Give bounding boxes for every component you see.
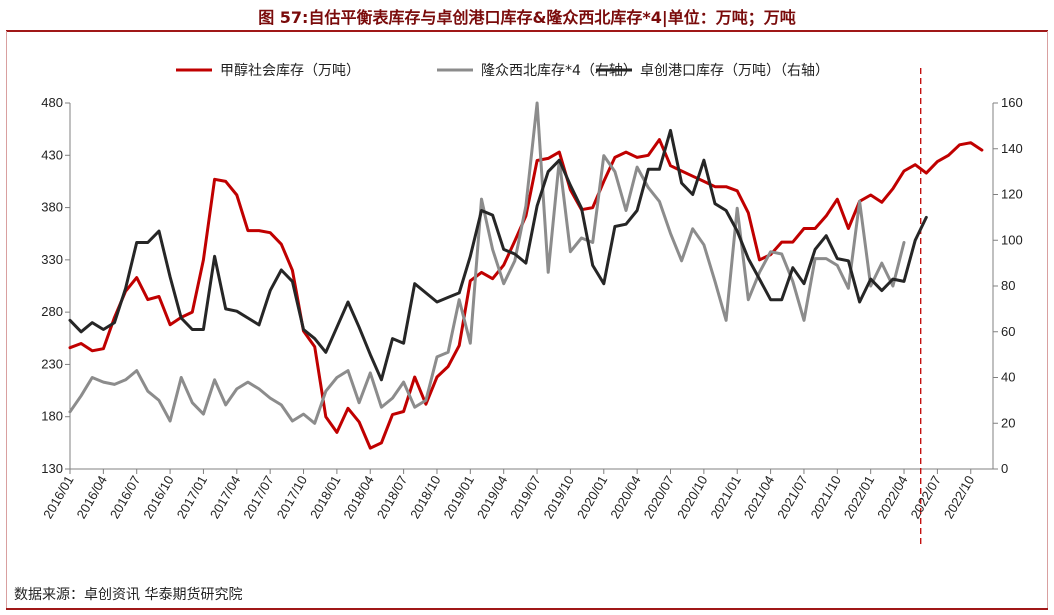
axes: 130 180 230 280 330 380 430 480 0 20 40 60 80 100 120 1… xyxy=(41,68,1023,548)
left-tick-label: 230 xyxy=(41,356,63,371)
x-tick-label: 2019/07 xyxy=(507,473,543,521)
frame-right xyxy=(1047,31,1048,609)
x-tick-labels: 2016/012016/042016/072016/102017/012017/… xyxy=(40,473,977,521)
x-tick-label: 2022/07 xyxy=(908,473,944,521)
right-tick-label: 40 xyxy=(1001,370,1015,385)
right-tick-label: 20 xyxy=(1001,415,1015,430)
left-tick-label: 380 xyxy=(41,200,63,215)
source-note: 数据来源：卓创资讯 华泰期货研究院 xyxy=(14,587,243,603)
bottom-rule xyxy=(6,608,1048,610)
legend-label-3: 卓创港口库存（万吨）（右轴） xyxy=(640,63,829,79)
x-tick-label: 2018/04 xyxy=(340,473,376,521)
series-group xyxy=(68,101,984,450)
legend: 甲醇社会库存（万吨） 隆众西北库存*4（右轴） 卓创港口库存（万吨）（右轴） xyxy=(176,62,829,79)
x-tick-label: 2018/01 xyxy=(307,473,343,521)
right-tick-label: 0 xyxy=(1001,461,1008,476)
right-tick-label: 80 xyxy=(1001,278,1015,293)
right-tick-label: 160 xyxy=(1001,95,1023,110)
series-line-2 xyxy=(68,101,906,425)
x-tick-label: 2016/01 xyxy=(40,473,76,521)
left-tick-label: 180 xyxy=(41,409,63,424)
x-tick-label: 2019/01 xyxy=(440,473,476,521)
right-tick-label: 60 xyxy=(1001,324,1015,339)
title-rule xyxy=(6,30,1048,32)
x-tick-label: 2017/07 xyxy=(240,473,276,521)
x-tick-label: 2016/04 xyxy=(73,473,109,521)
x-tick-label: 2021/04 xyxy=(741,473,777,521)
right-tick-label: 120 xyxy=(1001,187,1023,202)
right-tick-label: 100 xyxy=(1001,232,1023,247)
x-tick-label: 2021/01 xyxy=(707,473,743,521)
figure-title: 图 57:自估平衡表库存与卓创港口库存&隆众西北库存*4|单位：万吨；万吨 xyxy=(258,8,796,27)
x-tick-label: 2020/07 xyxy=(641,473,677,521)
x-tick-label: 2018/07 xyxy=(374,473,410,521)
frame-left xyxy=(6,31,7,609)
left-tick-label: 130 xyxy=(41,461,63,476)
left-tick-label: 280 xyxy=(41,304,63,319)
left-tick-label: 430 xyxy=(41,147,63,162)
right-tick-label: 140 xyxy=(1001,141,1023,156)
x-tick-label: 2020/04 xyxy=(607,473,643,521)
x-tick-label: 2022/10 xyxy=(941,473,977,521)
x-tick-label: 2022/01 xyxy=(841,473,877,521)
x-tick-label: 2022/04 xyxy=(874,473,910,521)
series-line-1 xyxy=(68,138,984,450)
x-tick-label: 2017/01 xyxy=(174,473,210,521)
x-tick-label: 2021/10 xyxy=(807,473,843,521)
x-tick-label: 2019/04 xyxy=(474,473,510,521)
legend-label-2: 隆众西北库存*4（右轴） xyxy=(481,63,637,79)
x-tick-label: 2020/01 xyxy=(574,473,610,521)
x-tick-label: 2016/10 xyxy=(140,473,176,521)
legend-label-1: 甲醇社会库存（万吨） xyxy=(220,62,360,79)
x-tick-label: 2019/10 xyxy=(541,473,577,521)
x-tick-label: 2016/07 xyxy=(107,473,143,521)
series-line-3 xyxy=(68,128,928,382)
x-tick-label: 2018/10 xyxy=(407,473,443,521)
left-tick-label: 480 xyxy=(41,95,63,110)
x-tick-label: 2017/10 xyxy=(274,473,310,521)
x-tick-label: 2021/07 xyxy=(774,473,810,521)
x-tick-label: 2017/04 xyxy=(207,473,243,521)
left-tick-label: 330 xyxy=(41,252,63,267)
x-tick-label: 2020/10 xyxy=(674,473,710,521)
